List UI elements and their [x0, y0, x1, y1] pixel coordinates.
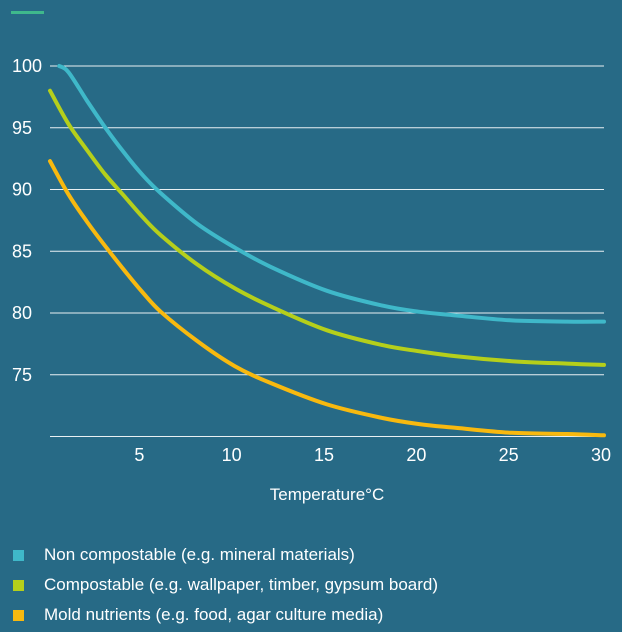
legend-item-2: Compostable (e.g. wallpaper, timber, gyp…	[13, 570, 438, 600]
x-tick-label-10: 10	[222, 445, 242, 465]
legend-label-1: Non compostable (e.g. mineral materials)	[44, 545, 355, 564]
legend-swatch-3	[13, 609, 24, 621]
y-tick-label-75: 75	[12, 365, 32, 385]
series-lines	[48, 64, 606, 438]
gridlines	[50, 65, 604, 437]
series-line-1	[57, 64, 606, 324]
y-tick-label-95: 95	[12, 118, 32, 138]
x-axis-ticks: 5 10 15 20 25 30	[134, 445, 611, 465]
legend-item-3: Mold nutrients (e.g. food, agar culture …	[13, 600, 438, 630]
x-axis-title: Temperature°C	[270, 485, 385, 504]
legend: Non compostable (e.g. mineral materials)…	[13, 540, 438, 630]
y-tick-label-90: 90	[12, 180, 32, 200]
legend-swatch-2	[13, 579, 24, 591]
x-tick-label-5: 5	[134, 445, 144, 465]
y-tick-label-85: 85	[12, 241, 32, 261]
legend-label-2: Compostable (e.g. wallpaper, timber, gyp…	[44, 575, 439, 594]
series-line-2	[48, 88, 606, 367]
y-axis-ticks: 75 80 85 90 95 100	[12, 56, 42, 385]
y-tick-label-80: 80	[12, 303, 32, 323]
legend-swatch-1	[13, 549, 24, 561]
legend-label-3: Mold nutrients (e.g. food, agar culture …	[44, 605, 384, 624]
x-tick-label-30: 30	[591, 445, 611, 465]
legend-item-1: Non compostable (e.g. mineral materials)	[13, 540, 438, 570]
series-line-3	[48, 159, 606, 438]
title-accent-bar	[11, 11, 44, 14]
x-tick-label-20: 20	[406, 445, 426, 465]
y-tick-label-100: 100	[12, 56, 42, 76]
x-tick-label-15: 15	[314, 445, 334, 465]
x-tick-label-25: 25	[499, 445, 519, 465]
